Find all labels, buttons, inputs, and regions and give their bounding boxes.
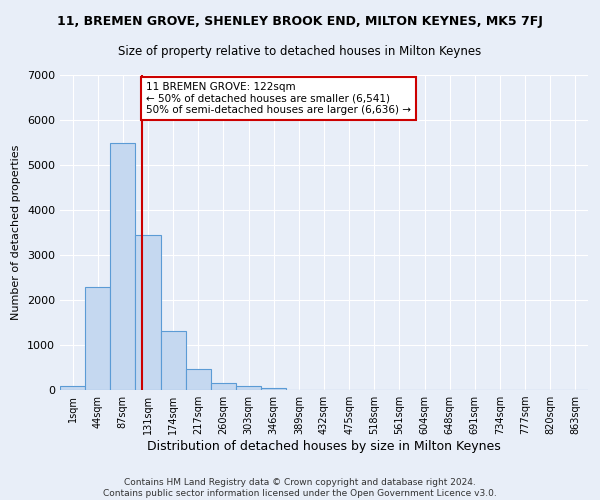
- Bar: [85, 286, 110, 390]
- Bar: [60, 386, 85, 390]
- Bar: [186, 369, 211, 390]
- Bar: [236, 386, 261, 390]
- Bar: [261, 388, 286, 390]
- Bar: [136, 235, 161, 390]
- Text: Size of property relative to detached houses in Milton Keynes: Size of property relative to detached ho…: [118, 45, 482, 58]
- Bar: [110, 144, 136, 390]
- Text: 11, BREMEN GROVE, SHENLEY BROOK END, MILTON KEYNES, MK5 7FJ: 11, BREMEN GROVE, SHENLEY BROOK END, MIL…: [57, 15, 543, 28]
- Bar: [211, 383, 236, 390]
- Text: Contains HM Land Registry data © Crown copyright and database right 2024.
Contai: Contains HM Land Registry data © Crown c…: [103, 478, 497, 498]
- Bar: [161, 330, 186, 390]
- Text: 11 BREMEN GROVE: 122sqm
← 50% of detached houses are smaller (6,541)
50% of semi: 11 BREMEN GROVE: 122sqm ← 50% of detache…: [146, 82, 411, 115]
- Y-axis label: Number of detached properties: Number of detached properties: [11, 145, 22, 320]
- X-axis label: Distribution of detached houses by size in Milton Keynes: Distribution of detached houses by size …: [147, 440, 501, 453]
